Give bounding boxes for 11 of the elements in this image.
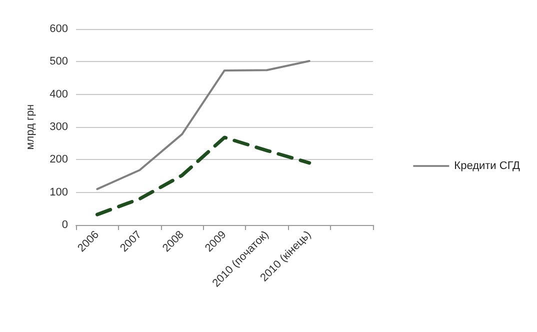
y-tick-label: 400 — [50, 88, 68, 100]
line-series — [95, 136, 312, 216]
y-tick-label: 100 — [50, 186, 68, 198]
y-tick-label: 0 — [62, 219, 68, 231]
y-axis-title: млрд грн — [24, 104, 36, 150]
y-tick-label: 300 — [50, 121, 68, 133]
legend-label: Кредити СГД — [454, 160, 521, 172]
line-series — [96, 60, 310, 190]
y-tick-label: 600 — [50, 23, 68, 35]
y-tick-label: 500 — [50, 56, 68, 68]
y-tick-label: 200 — [50, 154, 68, 166]
